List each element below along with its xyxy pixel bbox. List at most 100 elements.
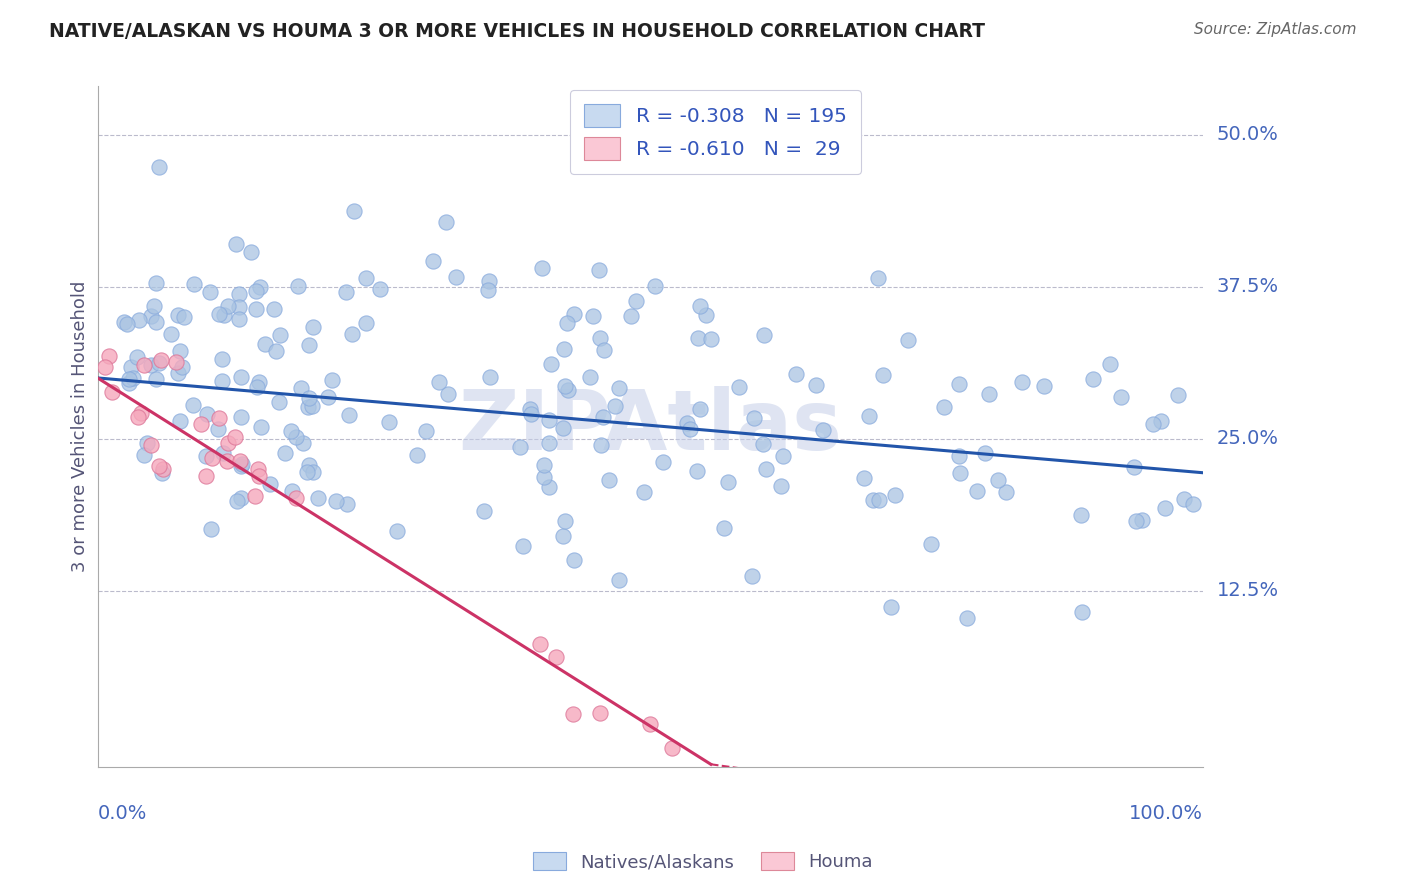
Point <box>956 610 979 624</box>
Point <box>336 497 359 511</box>
Point <box>1011 376 1033 390</box>
Point <box>675 416 697 430</box>
Point <box>1142 417 1164 432</box>
Point <box>540 357 562 371</box>
Point <box>603 399 626 413</box>
Point <box>1070 508 1092 522</box>
Point <box>354 316 377 330</box>
Point <box>217 453 239 467</box>
Point <box>578 369 600 384</box>
Point <box>246 380 269 394</box>
Point <box>97 349 120 363</box>
Point <box>208 307 231 321</box>
Point <box>343 204 366 219</box>
Legend: R = -0.308   N = 195, R = -0.610   N =  29: R = -0.308 N = 195, R = -0.610 N = 29 <box>569 89 860 175</box>
Point <box>254 336 277 351</box>
Point <box>246 462 269 476</box>
Point <box>879 599 901 614</box>
Point <box>1167 388 1189 402</box>
Point <box>537 480 560 494</box>
Point <box>228 287 250 301</box>
Point <box>228 311 250 326</box>
Point <box>127 351 149 365</box>
Point <box>974 446 997 460</box>
Point <box>533 470 555 484</box>
Point <box>688 331 710 345</box>
Point <box>356 270 378 285</box>
Point <box>607 573 630 587</box>
Point <box>591 438 613 452</box>
Point <box>142 299 165 313</box>
Point <box>872 368 894 383</box>
Point <box>150 466 173 480</box>
Point <box>689 401 711 416</box>
Point <box>229 453 252 467</box>
Point <box>1153 500 1175 515</box>
Point <box>589 331 612 345</box>
Point <box>115 318 138 332</box>
Point <box>200 522 222 536</box>
Point <box>562 307 585 321</box>
Point <box>298 458 321 472</box>
Point <box>987 473 1010 487</box>
Point <box>325 493 347 508</box>
Point <box>145 372 167 386</box>
Text: Source: ZipAtlas.com: Source: ZipAtlas.com <box>1194 22 1357 37</box>
Point <box>1033 378 1056 392</box>
Point <box>127 410 149 425</box>
Point <box>226 494 249 508</box>
Point <box>966 484 988 499</box>
Point <box>530 261 553 276</box>
Point <box>136 436 159 450</box>
Point <box>598 473 620 487</box>
Point <box>170 359 193 374</box>
Point <box>853 471 876 485</box>
Point <box>169 344 191 359</box>
Point <box>250 420 273 434</box>
Point <box>620 310 643 324</box>
Point <box>145 315 167 329</box>
Point <box>207 422 229 436</box>
Point <box>436 215 458 229</box>
Point <box>259 476 281 491</box>
Point <box>194 469 217 483</box>
Point <box>444 270 467 285</box>
Point <box>717 475 740 489</box>
Point <box>519 401 541 416</box>
Point <box>212 445 235 459</box>
Point <box>280 424 302 438</box>
Point <box>240 244 263 259</box>
Point <box>243 489 266 503</box>
Point <box>211 351 233 366</box>
Point <box>661 740 683 755</box>
Point <box>200 285 222 299</box>
Point <box>948 377 970 392</box>
Point <box>509 440 531 454</box>
Point <box>554 514 576 528</box>
Point <box>148 458 170 473</box>
Point <box>529 637 551 651</box>
Point <box>307 491 329 505</box>
Point <box>292 436 315 450</box>
Point <box>883 488 905 502</box>
Point <box>101 384 124 399</box>
Point <box>811 423 834 437</box>
Point <box>593 343 616 357</box>
Point <box>689 299 711 313</box>
Point <box>624 294 647 309</box>
Point <box>592 409 614 424</box>
Point <box>742 410 765 425</box>
Text: 37.5%: 37.5% <box>1216 277 1278 296</box>
Point <box>301 399 323 413</box>
Point <box>897 333 920 347</box>
Point <box>772 449 794 463</box>
Point <box>862 493 884 508</box>
Point <box>132 448 155 462</box>
Point <box>1149 414 1171 428</box>
Point <box>148 161 170 175</box>
Point <box>229 409 252 424</box>
Point <box>166 366 188 380</box>
Y-axis label: 3 or more Vehicles in Household: 3 or more Vehicles in Household <box>72 281 89 573</box>
Point <box>212 308 235 322</box>
Point <box>231 457 253 471</box>
